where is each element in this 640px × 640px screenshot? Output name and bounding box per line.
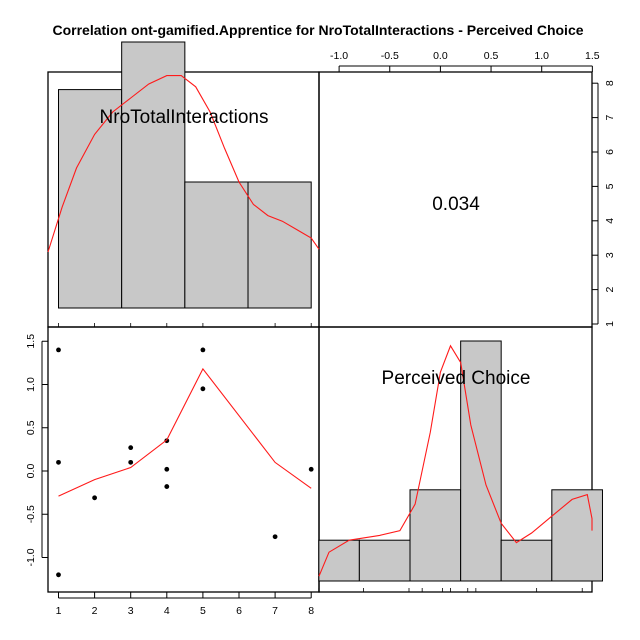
right-axis-tick-label: 1 xyxy=(604,321,616,327)
scatter-point xyxy=(56,459,61,465)
bottom-axis-tick-label: 6 xyxy=(236,605,242,617)
right-axis-tick-label: 5 xyxy=(604,183,616,189)
right-axis-tick-label: 3 xyxy=(604,252,616,258)
scatter-point xyxy=(164,466,170,472)
left-axis-tick-label: 1.0 xyxy=(25,377,37,392)
right-axis-tick-label: 7 xyxy=(604,115,616,121)
label-perceived-choice: Perceived Choice xyxy=(382,368,531,389)
scatter-smooth-line xyxy=(58,367,312,497)
scatter-point xyxy=(164,438,170,444)
histogram-nro-total-interactions xyxy=(47,41,320,327)
bottom-axis-tick-label: 2 xyxy=(92,605,98,617)
scatter-point xyxy=(272,534,278,540)
scatter-point xyxy=(92,495,97,501)
hist-y-density-curve xyxy=(318,344,593,577)
chart-title: Correlation ont-gamified.Apprentice for … xyxy=(52,22,583,38)
scatter-point xyxy=(56,347,61,353)
top-axis-tick-label: 1.5 xyxy=(585,50,600,62)
hist-y-bar xyxy=(358,539,411,582)
left-axis-tick-label: -0.5 xyxy=(25,505,37,523)
hist-x-bar xyxy=(58,89,123,309)
hist-y-bar xyxy=(500,539,553,582)
top-axis-tick-label: 1.0 xyxy=(534,50,549,62)
right-axis-tick-label: 2 xyxy=(604,287,616,293)
axes-group: -1.0 -0.5 0.0 0.5 1.0 1.5 1 2 3 4 5 6 7 8 -1.0 -0.5 0.0 0… xyxy=(25,50,616,617)
histogram-perceived-choice xyxy=(318,340,603,592)
hist-x-bar xyxy=(184,181,249,309)
scatter-point xyxy=(128,459,134,465)
panel-bottom-right xyxy=(318,326,593,593)
bottom-axis-tick-label: 1 xyxy=(56,605,62,617)
top-axis-tick-label: -1.0 xyxy=(330,50,348,62)
left-axis-tick-label: 0.5 xyxy=(25,420,37,435)
right-axis-tick-label: 4 xyxy=(604,218,616,224)
bottom-axis-tick-label: 8 xyxy=(308,605,314,617)
left-axis-tick-label: 1.5 xyxy=(25,334,37,349)
bottom-axis-tick-label: 7 xyxy=(272,605,278,617)
hist-x-density-curve xyxy=(47,75,320,253)
bottom-axis-tick-label: 3 xyxy=(128,605,134,617)
panel-bottom-left xyxy=(47,326,320,593)
hist-x-bar xyxy=(121,41,186,309)
right-axis-tick-label: 6 xyxy=(604,149,616,155)
scatter-point xyxy=(164,484,170,489)
bottom-axis-tick-label: 5 xyxy=(200,605,206,617)
top-axis-tick-label: -0.5 xyxy=(381,50,399,62)
top-axis-tick-label: 0.5 xyxy=(484,50,499,62)
scatter-point xyxy=(308,466,314,472)
right-axis-tick-label: 8 xyxy=(604,80,616,86)
scatter-point xyxy=(200,347,206,353)
left-axis-tick-label: -1.0 xyxy=(25,548,37,566)
scatter-point xyxy=(128,445,134,451)
scatter-point xyxy=(56,572,61,578)
scatter-panel xyxy=(56,347,314,578)
label-nro-total-interactions: NroTotalInteractions xyxy=(100,107,269,128)
top-axis-tick-label: 0.0 xyxy=(433,50,448,62)
correlation-value: 0.034 xyxy=(432,194,480,215)
hist-x-bar xyxy=(247,181,312,309)
hist-y-bar xyxy=(460,340,502,582)
hist-y-bar xyxy=(409,489,462,582)
bottom-axis-tick-label: 4 xyxy=(164,605,170,617)
hist-y-bar xyxy=(551,489,603,582)
scatter-point xyxy=(200,386,206,392)
left-axis-tick-label: 0.0 xyxy=(25,464,37,479)
